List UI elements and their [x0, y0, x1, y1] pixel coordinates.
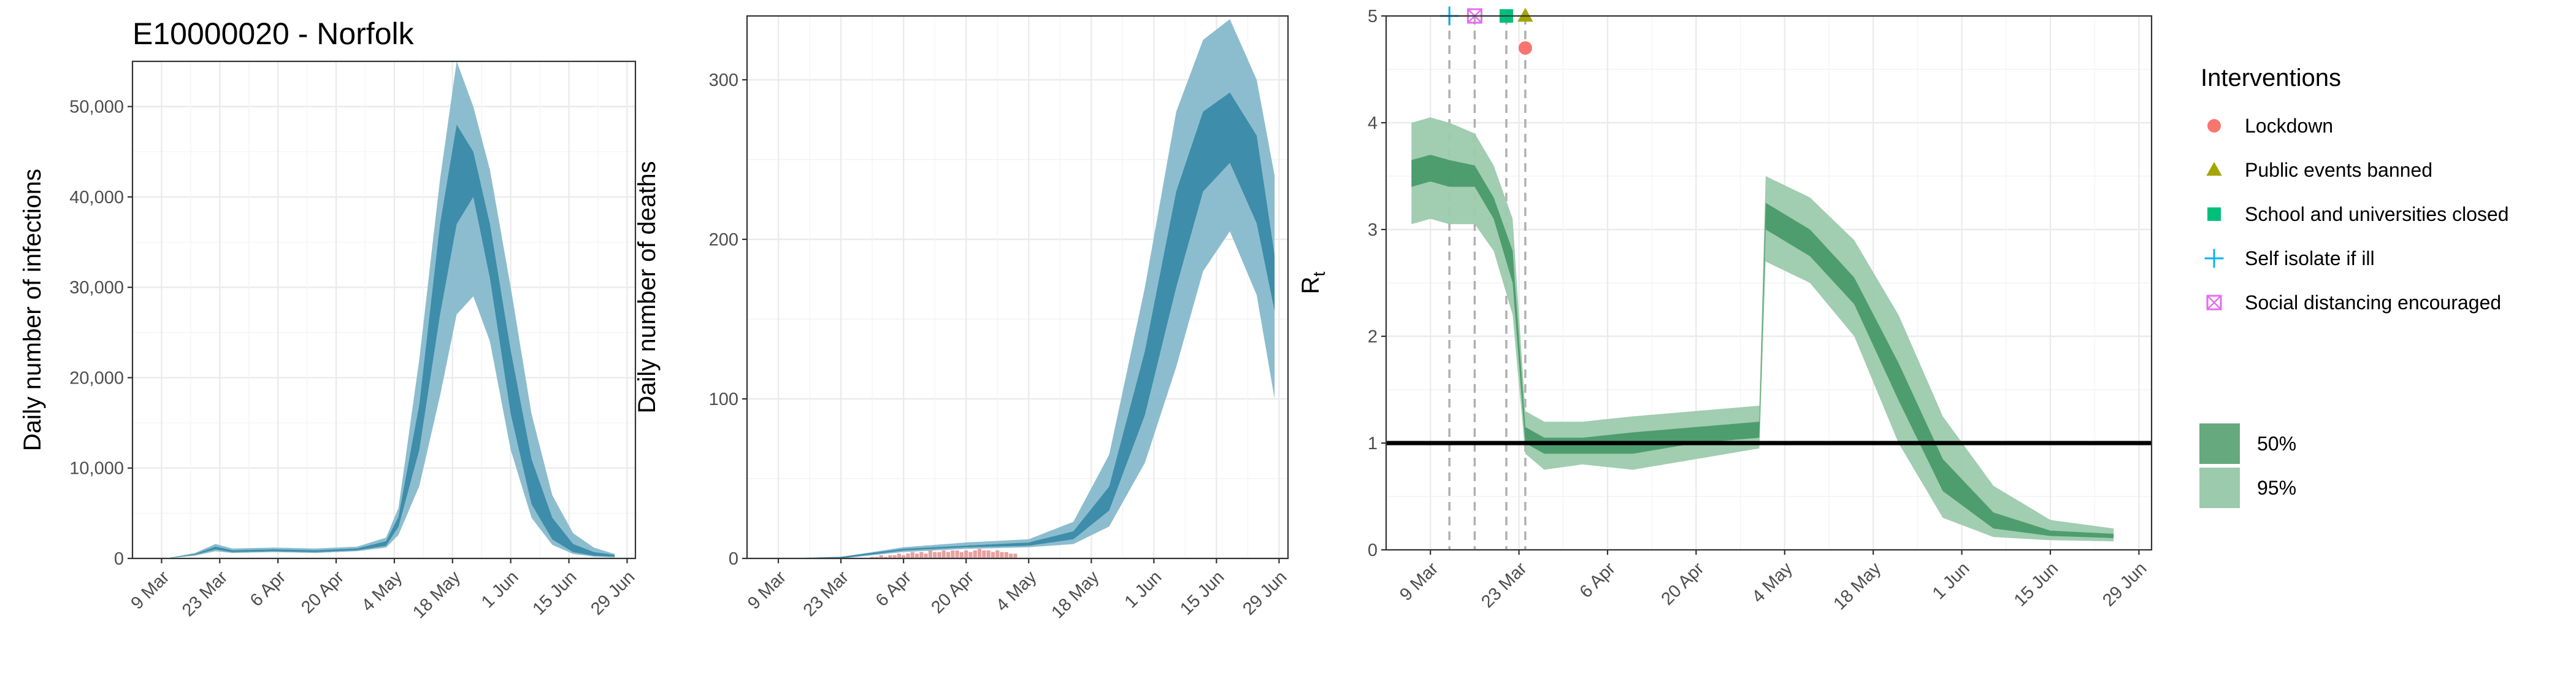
- legend-item-label: Self isolate if ill: [2245, 247, 2375, 269]
- y-tick-label: 300: [709, 71, 738, 90]
- legend-band-label: 95%: [2257, 477, 2296, 499]
- y-tick-label: 30,000: [69, 278, 124, 298]
- legend-band-label: 50%: [2257, 433, 2296, 455]
- y-tick-label: 0: [114, 549, 124, 569]
- y-tick-label: 40,000: [69, 188, 124, 207]
- band-50: [783, 92, 1275, 559]
- observed-death-bar: [1000, 552, 1004, 558]
- observed-death-bar: [914, 554, 919, 558]
- observed-death-bar: [955, 550, 959, 558]
- deaths-panel-border: [746, 15, 1289, 560]
- observed-death-bar: [946, 552, 951, 558]
- observed-death-bar: [875, 557, 879, 558]
- observed-death-bar: [888, 555, 892, 558]
- legend-item-label: School and universities closed: [2245, 203, 2509, 225]
- legend-self-isolate-if-ill-marker: [2204, 249, 2224, 268]
- legend-title: Interventions: [2201, 64, 2341, 91]
- rt-y-axis-title: Rt: [1297, 271, 1328, 294]
- lockdown-marker: [1518, 41, 1532, 55]
- observed-death-bar: [924, 554, 928, 558]
- observed-death-bar: [951, 550, 955, 558]
- legend-items: Lockdown Public events banned School and u…: [2204, 115, 2509, 314]
- observed-death-bar: [928, 550, 932, 558]
- legend-public-events-banned-marker: [2206, 161, 2222, 176]
- y-tick-label: 4: [1368, 114, 1378, 133]
- observed-death-bar: [906, 554, 910, 558]
- rt-panel-border: [1385, 15, 2153, 551]
- observed-death-bar: [919, 552, 924, 558]
- observed-death-bar: [1008, 554, 1013, 558]
- observed-deaths-bars: [870, 549, 1018, 558]
- legend-item-label: Public events banned: [2245, 159, 2432, 181]
- panel-background: [132, 61, 635, 558]
- observed-death-bar: [986, 550, 991, 558]
- observed-death-bar: [977, 549, 982, 558]
- legend-lockdown-marker: [2207, 119, 2221, 133]
- public-events-banned-marker: [1517, 7, 1533, 22]
- observed-death-bar: [968, 552, 973, 558]
- observed-death-bar: [937, 552, 941, 558]
- infections-y-axis-title: Daily number of infections: [19, 169, 46, 451]
- rt-grid: [1386, 15, 2152, 551]
- y-tick-label: 3: [1368, 220, 1378, 240]
- y-tick-label: 50,000: [69, 98, 124, 117]
- deaths-bands: [783, 19, 1275, 559]
- observed-death-bar: [959, 552, 964, 558]
- infections-panel-border: [131, 60, 637, 560]
- observed-death-bar: [883, 557, 888, 558]
- legend-band-swatch: [2199, 468, 2240, 508]
- legend-social-distancing-encouraged-marker: [2206, 295, 2222, 311]
- observed-death-bar: [879, 555, 883, 558]
- y-tick-label: 0: [729, 549, 738, 569]
- legend: Interventions Lockdown Public events bann…: [2199, 64, 2509, 508]
- observed-death-bar: [910, 552, 914, 558]
- deaths-y-ticks: 0 100 200 300: [709, 71, 747, 569]
- observed-death-bar: [1013, 554, 1018, 558]
- observed-death-bar: [892, 555, 897, 558]
- rt-y-ticks: 0 1 2 3 4 5: [1368, 7, 1386, 560]
- observed-death-bar: [897, 554, 901, 558]
- infections-y-ticks: 0 10,000 20,000 30,000 40,000 50,000: [69, 98, 132, 569]
- plot-title: E10000020 - Norfolk: [132, 17, 415, 51]
- observed-death-bar: [941, 550, 946, 558]
- legend-band-swatch: [2199, 423, 2240, 464]
- observed-death-bar: [964, 550, 968, 558]
- observed-death-bar: [933, 552, 937, 558]
- observed-death-bar: [1004, 552, 1008, 558]
- deaths-y-axis-title: Daily number of deaths: [634, 161, 661, 413]
- observed-death-bar: [973, 550, 977, 558]
- y-tick-label: 5: [1368, 7, 1378, 26]
- legend-item-label: Lockdown: [2245, 115, 2333, 137]
- y-tick-label: 200: [709, 230, 738, 250]
- legend-band-items: 50% 95%: [2199, 423, 2296, 508]
- y-tick-label: 10,000: [69, 459, 124, 479]
- observed-death-bar: [902, 555, 906, 558]
- infections-grid: [132, 61, 635, 560]
- y-tick-label: 2: [1368, 327, 1378, 347]
- legend-item-label: Social distancing encouraged: [2245, 291, 2501, 314]
- observed-death-bar: [995, 550, 1000, 558]
- y-tick-label: 20,000: [69, 368, 124, 388]
- observed-death-bar: [982, 550, 986, 558]
- band-95: [783, 19, 1275, 558]
- y-tick-label: 1: [1368, 434, 1378, 453]
- legend-school-and-universities-closed-marker: [2207, 207, 2221, 221]
- y-tick-label: 100: [709, 390, 738, 409]
- observed-death-bar: [870, 557, 875, 558]
- y-tick-label: 0: [1368, 541, 1378, 560]
- observed-death-bar: [991, 552, 995, 558]
